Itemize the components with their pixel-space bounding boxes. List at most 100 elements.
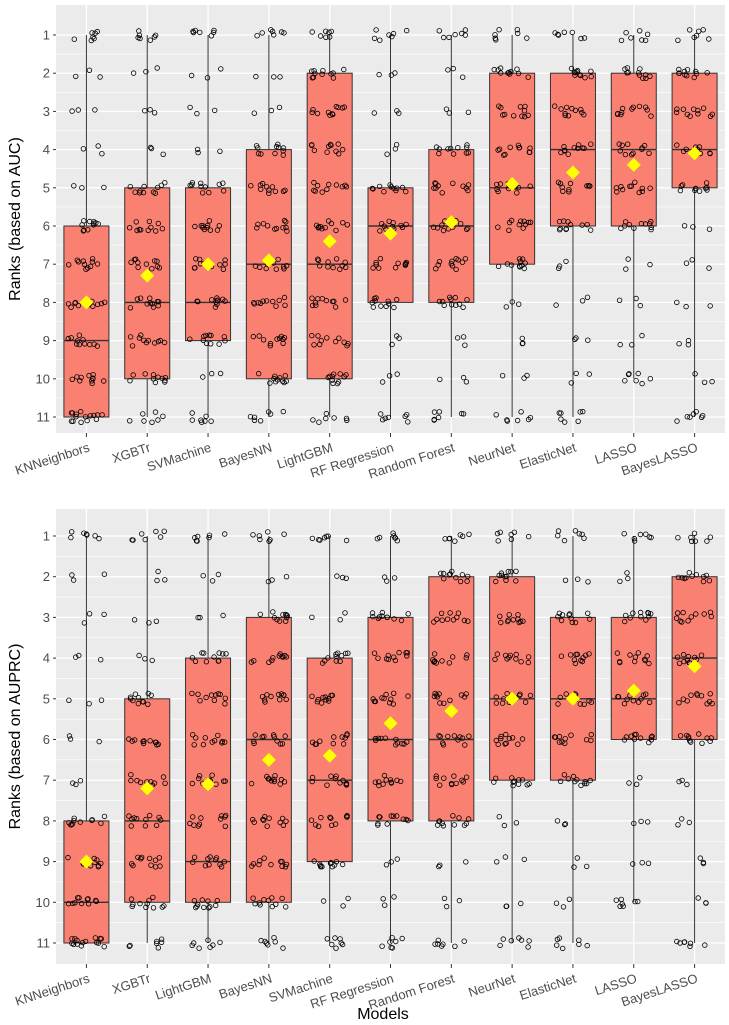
data-point [317,738,323,744]
data-point [222,261,228,267]
data-point [684,698,690,704]
data-point [676,341,682,347]
data-point [78,943,85,949]
data-point [439,617,445,623]
data-point [434,225,441,231]
data-point [679,575,685,581]
box-xgbtr [124,28,171,425]
data-point [435,937,441,943]
data-point [324,936,330,942]
data-point [389,945,396,951]
data-point [217,370,224,377]
data-point [462,256,469,262]
data-point [152,739,159,745]
data-point [507,144,513,150]
data-point [330,75,337,81]
data-point [147,300,154,306]
data-point [211,107,218,114]
data-point [78,374,84,381]
data-point [502,151,508,158]
data-point [326,181,332,188]
data-point [255,300,261,306]
data-point [514,417,521,424]
data-point [337,936,343,942]
data-point [339,183,346,190]
data-point [491,66,497,73]
data-point [333,859,340,865]
data-point [524,372,530,379]
x-tick-label: XGBTr [110,970,153,997]
data-point [431,651,438,657]
data-point [452,31,458,38]
data-point [149,419,155,425]
data-point [686,819,692,826]
data-point [565,219,571,225]
data-point [345,650,351,656]
data-point [323,297,330,304]
data-point [309,614,315,620]
data-point [309,109,315,116]
data-point [333,653,339,660]
data-point [315,696,321,703]
data-point [493,737,499,744]
data-point [212,304,219,310]
data-point [628,35,634,41]
data-point [323,415,329,422]
data-point [76,332,82,338]
data-point [160,151,166,157]
data-point [270,732,277,738]
data-point [644,107,650,113]
data-point [628,733,634,739]
data-point [393,742,399,748]
data-point [156,265,163,271]
data-point [282,864,289,870]
data-point [282,733,288,739]
data-point [159,225,166,232]
data-point [68,304,74,310]
data-point [648,226,654,233]
data-point [394,333,400,339]
data-point [436,863,442,870]
data-point [373,260,379,266]
data-point [404,27,410,34]
data-point [94,28,100,35]
data-point [556,739,563,745]
data-point [328,28,334,35]
data-point [403,650,409,656]
data-point [277,781,283,787]
data-point [402,413,408,419]
data-point [378,303,384,309]
data-point [221,859,227,865]
data-point [206,189,212,196]
data-point [277,651,283,657]
y-tick-label: 8 [43,813,50,828]
data-point [187,336,193,342]
data-point [89,817,95,823]
data-point [253,73,259,80]
data-point [271,935,277,941]
data-point [283,654,290,660]
data-point [383,691,389,698]
data-point [559,739,565,745]
data-point [248,780,255,787]
data-point [502,652,509,659]
data-point [206,862,212,868]
data-point [95,863,102,869]
data-point [461,938,467,944]
data-point [68,418,75,424]
data-point [460,411,467,417]
data-point [189,942,195,948]
data-point [560,945,566,952]
data-point [345,895,351,902]
data-point [621,531,627,537]
data-point [584,221,590,228]
data-point [433,144,440,150]
data-point [453,256,459,262]
data-point [674,418,680,424]
data-point [136,28,142,34]
data-point [587,616,593,622]
data-point [341,66,347,73]
data-point [198,417,204,423]
data-point [154,742,160,748]
data-point [255,145,261,151]
